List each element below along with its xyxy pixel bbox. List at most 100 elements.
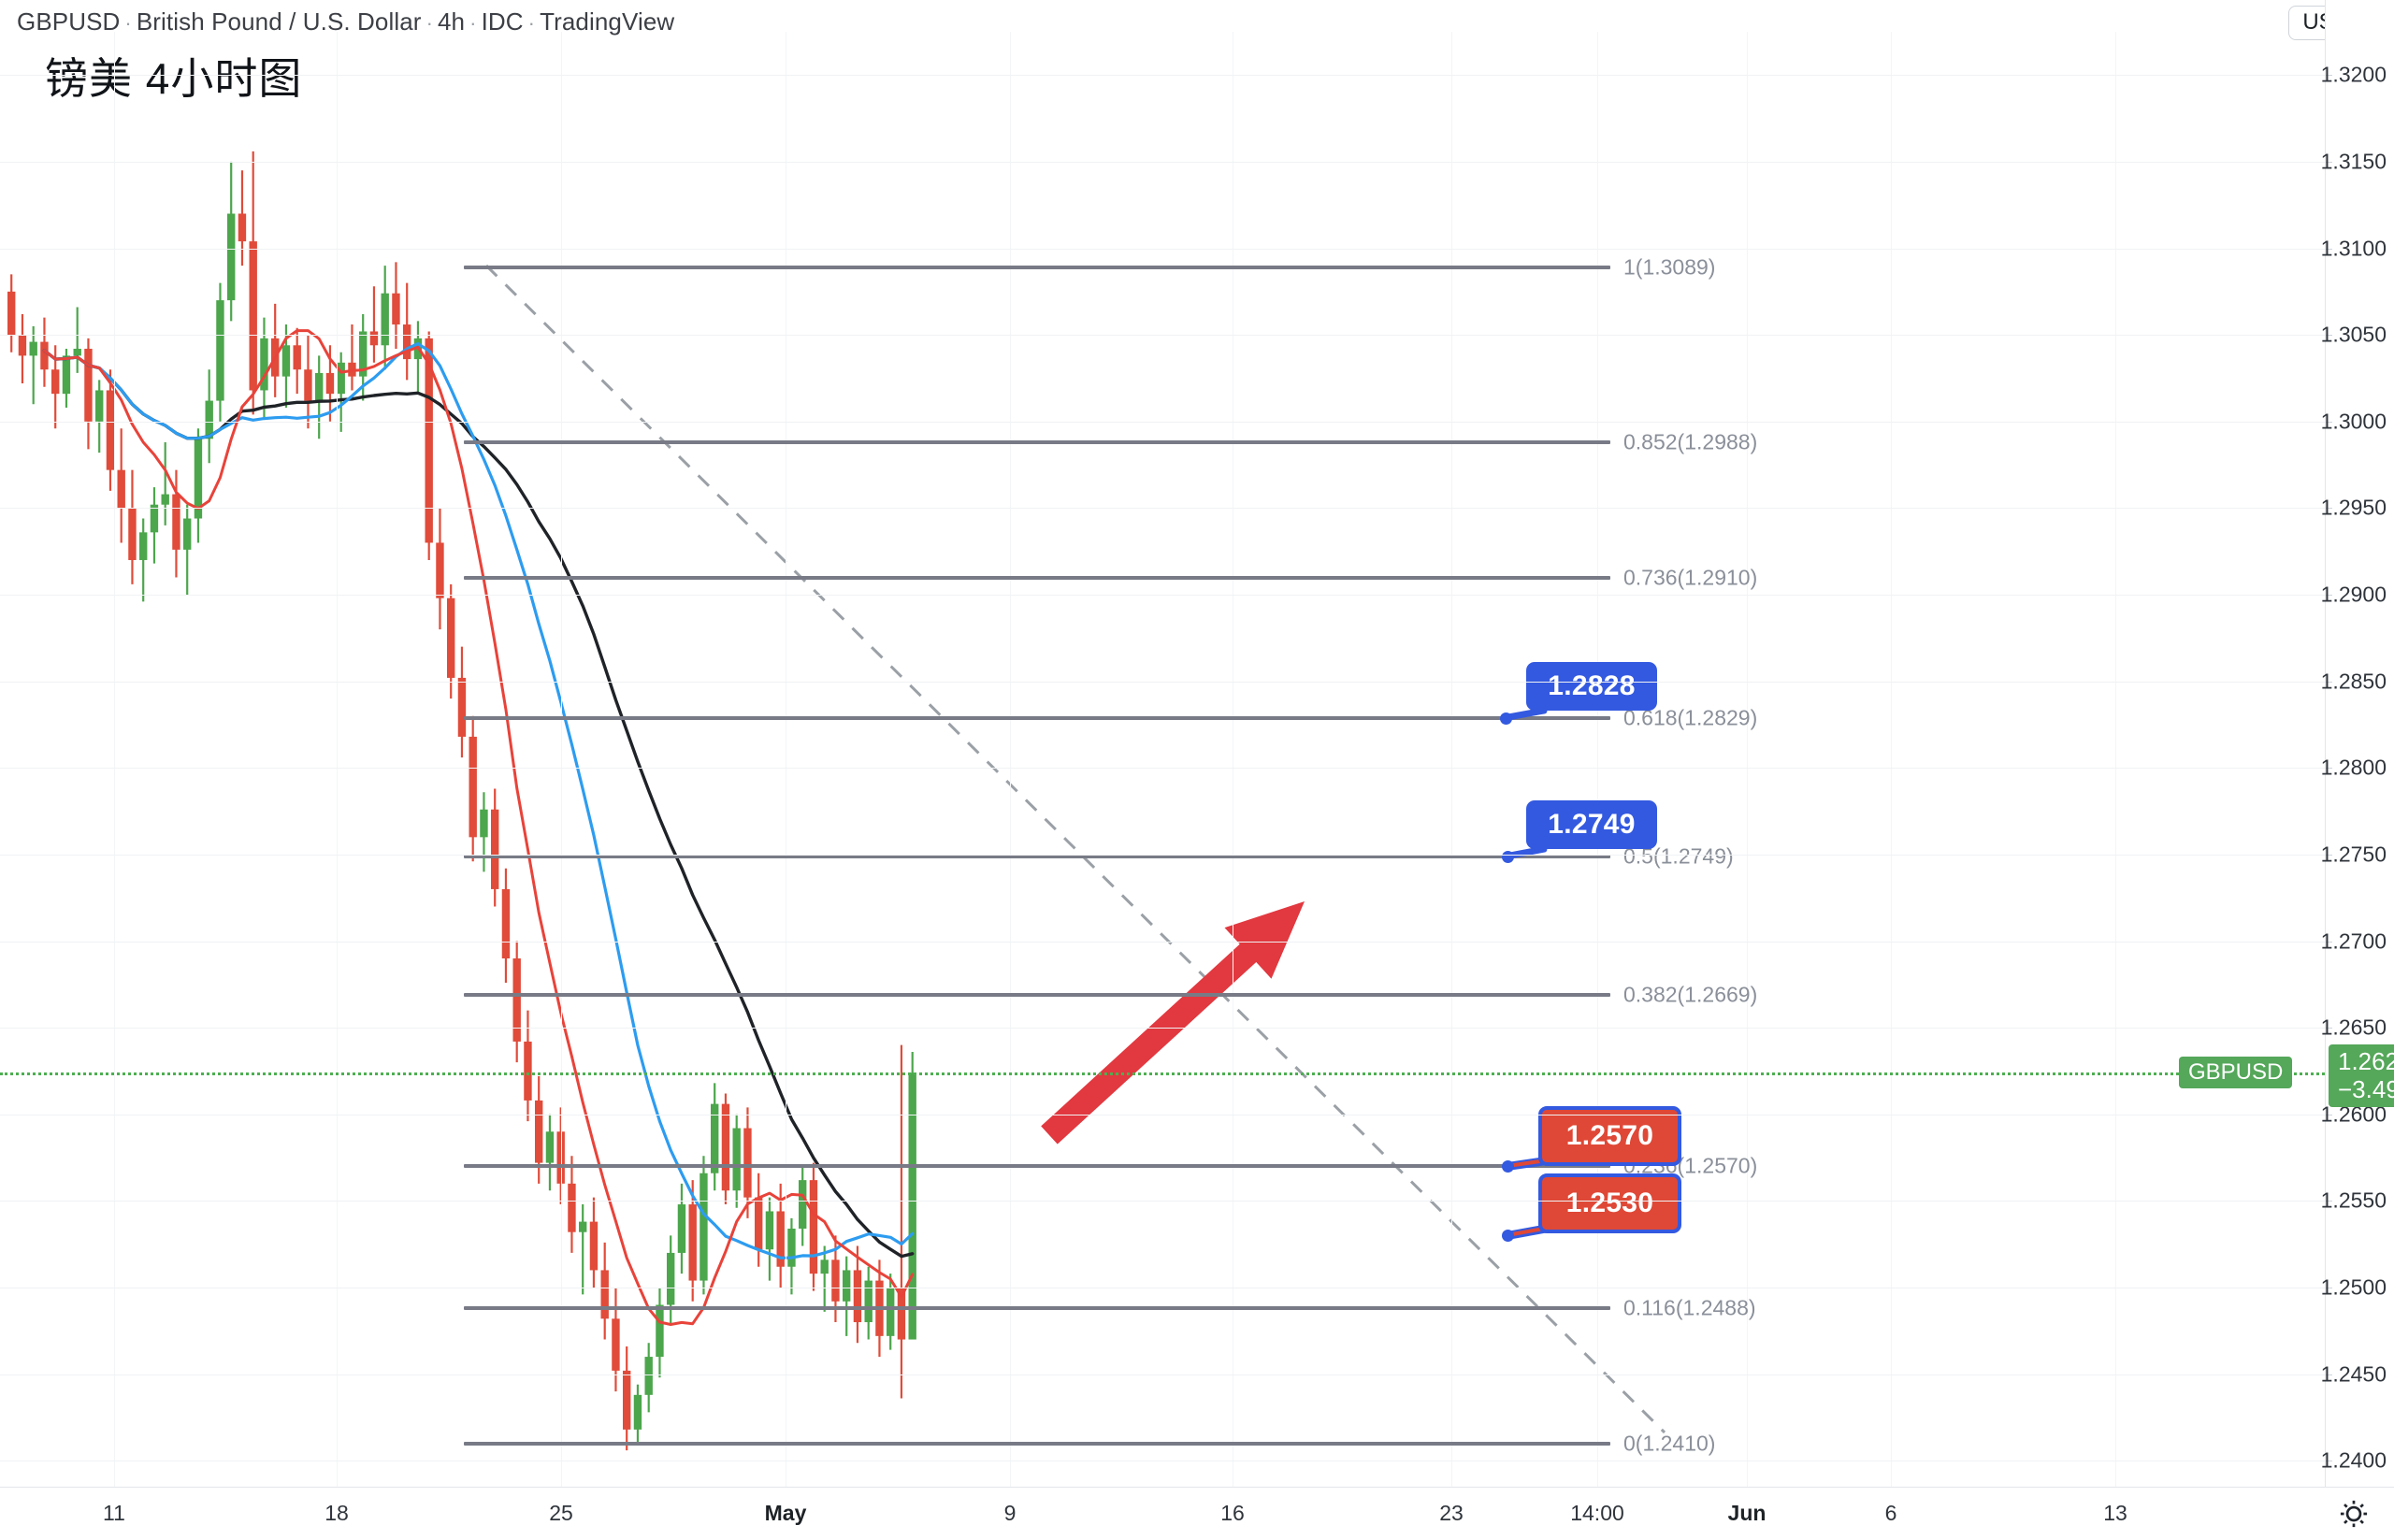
interval-label[interactable]: 4h [438,7,466,36]
price-marker-anchor-dot[interactable] [1502,850,1514,863]
candle-body [755,1197,763,1250]
fibonacci-level-label: 0.852(1.2988) [1623,429,1758,454]
last-price-line [0,1072,2325,1076]
price-axis-tick: 1.3000 [2320,409,2387,434]
price-marker-badge[interactable]: 1.2530 [1538,1173,1681,1234]
fibonacci-level-line[interactable] [464,440,1610,444]
candle-body [699,1173,708,1281]
fibonacci-level-line[interactable] [464,715,1610,720]
price-axis[interactable]: 1.3200 1.3150 1.3100 1.3050 1.3000 1.2950 1.29… [2321,0,2394,1487]
price-tick-mark [2326,595,2332,597]
candle-body [776,1211,785,1267]
fibonacci-level-label: 0(1.2410) [1623,1431,1716,1456]
price-tick-mark [2326,768,2332,770]
fibonacci-level-line[interactable] [464,265,1610,269]
price-marker-badge[interactable]: 1.2570 [1538,1106,1681,1167]
price-marker-anchor-dot[interactable] [1500,712,1512,725]
title-separator-1: · [124,11,132,35]
candle-body [644,1357,653,1395]
price-axis-tick: 1.2950 [2320,495,2387,520]
price-axis-tick: 1.3100 [2320,236,2387,261]
time-gridline [1451,32,1452,1487]
price-gridline [0,161,2325,163]
time-axis-tick: 13 [2103,1501,2127,1525]
price-tick-mark [2326,508,2332,510]
price-tick-mark [2326,854,2332,856]
fibonacci-level-line[interactable] [464,1164,1610,1169]
candle-body [73,348,81,356]
candle-body [161,494,169,505]
candle-body [799,1180,807,1229]
candle-body [732,1128,741,1191]
candle-body [216,300,224,401]
candle-body [677,1204,686,1253]
fibonacci-level-line[interactable] [464,575,1610,580]
bullish-arrow[interactable] [1041,901,1305,1144]
exchange-label: IDC [481,7,524,36]
candle-body [7,291,16,336]
page-title: 镑美 4小时图 [45,54,303,103]
candle-body [227,213,236,301]
candle-body [436,542,444,598]
candle-body [172,494,180,550]
descending-trendline[interactable] [484,264,1666,1434]
price-gridline [0,248,2325,250]
candle-body [765,1211,774,1250]
price-axis-tick: 1.2650 [2320,1015,2387,1040]
symbol-label[interactable]: GBPUSD [17,7,121,36]
price-marker-anchor-dot[interactable] [1502,1230,1514,1243]
last-price-change: −3.49% [2338,1075,2394,1104]
candle-body [831,1259,840,1302]
price-gridline [0,1028,2325,1029]
candle-body [128,508,137,560]
gear-icon[interactable] [2336,1496,2372,1532]
chart-plot-area[interactable]: 1(1.3089) 0.852(1.2988) 0.736(1.2910) 0.618… [0,32,2325,1487]
candle-body [337,362,345,395]
candle-body [491,809,499,889]
candle-body [447,597,455,678]
candle-body [249,241,257,391]
chart-overlay [7,151,1666,1451]
price-tick-mark [2326,248,2332,250]
fibonacci-level-line[interactable] [464,854,1610,858]
time-axis-tick: 25 [549,1501,573,1525]
candle-body [721,1103,730,1191]
candle-body [908,1072,916,1340]
symbol-description: British Pound / U.S. Dollar [136,7,422,36]
fibonacci-level-label: 0.382(1.2669) [1623,982,1758,1007]
candle-body [820,1259,829,1274]
chart-title-bar: GBPUSD · British Pound / U.S. Dollar · 4h · ID… [17,7,674,36]
price-gridline [0,75,2325,77]
candle-body [623,1370,631,1430]
price-gridline [0,1201,2325,1202]
fibonacci-level-line[interactable] [464,992,1610,997]
time-axis[interactable]: 11 18 25 May 9 16 23 14:00 Jun 6 13 [0,1488,2325,1540]
axis-divider-horizontal [0,1487,2394,1488]
candle-body [95,390,104,422]
price-marker-anchor-dot[interactable] [1502,1160,1514,1173]
candle-body [579,1221,587,1232]
fibonacci-level-label: 1(1.3089) [1623,254,1716,280]
candle-body [238,213,247,242]
fibonacci-level-line[interactable] [464,1441,1610,1446]
price-marker-badge[interactable]: 1.2749 [1526,799,1657,849]
candle-body [612,1318,620,1371]
candle-body [568,1183,576,1232]
price-tick-mark [2326,681,2332,683]
fibonacci-level-line[interactable] [464,1306,1610,1311]
price-tick-mark [2326,421,2332,423]
candle-body [425,338,433,543]
price-gridline [0,1374,2325,1375]
candle-body [281,345,291,377]
price-marker-badge[interactable]: 1.2828 [1526,661,1657,711]
candle-body [887,1287,895,1336]
candle-body [556,1131,565,1184]
candle-body [535,1100,543,1163]
price-tick-mark [2326,1028,2332,1029]
last-price-value: 1.2624 [2338,1047,2394,1076]
price-tick-mark [2326,1374,2332,1375]
time-gridline [1597,32,1598,1487]
axis-divider-vertical [2325,0,2326,1487]
time-axis-tick: 14:00 [1570,1501,1624,1525]
